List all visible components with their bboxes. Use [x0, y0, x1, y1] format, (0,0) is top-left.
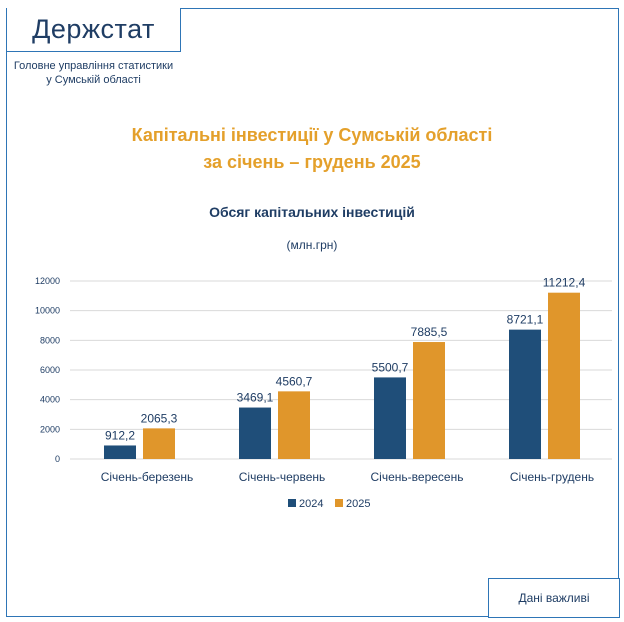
data-label: 8721,1	[507, 313, 544, 327]
legend-marker-2024	[288, 499, 296, 507]
legend-label: 2025	[346, 498, 370, 510]
x-tick-label: Січень-березень	[101, 470, 194, 484]
y-tick-label: 6000	[40, 365, 60, 375]
org-line-2: у Сумській області	[46, 74, 141, 86]
data-label: 2065,3	[141, 411, 178, 425]
data-label: 4560,7	[276, 374, 313, 388]
legend-label: 2024	[299, 498, 323, 510]
data-label: 11212,4	[543, 276, 586, 290]
bar-2024	[239, 407, 271, 459]
data-label: 7885,5	[411, 325, 448, 339]
bar-2025	[413, 342, 445, 459]
y-tick-label: 8000	[40, 335, 60, 345]
org-line-1: Головне управління статистики	[13, 60, 174, 72]
logo: Держстат	[6, 8, 181, 52]
chart-title: Обсяг капітальних інвестицій	[209, 204, 415, 220]
bar-2025	[278, 391, 310, 459]
x-tick-label: Січень-червень	[239, 470, 326, 484]
page-frame	[6, 8, 619, 617]
data-important-button[interactable]: Дані важливі	[488, 578, 620, 618]
data-label: 912,2	[105, 428, 135, 442]
top-border	[181, 8, 619, 9]
x-tick-label: Січень-вересень	[371, 470, 464, 484]
bar-2025	[143, 428, 175, 459]
title-line-2: за січень – грудень 2025	[203, 152, 421, 172]
bar-2024	[509, 329, 541, 459]
x-tick-label: Січень-грудень	[510, 470, 594, 484]
data-label: 5500,7	[372, 360, 409, 374]
chart-unit: (млн.грн)	[286, 238, 338, 252]
y-tick-label: 2000	[40, 424, 60, 434]
organization-name: Головне управління статистики у Сумській …	[6, 59, 181, 87]
y-tick-label: 4000	[40, 395, 60, 405]
y-tick-label: 0	[55, 454, 60, 464]
page-title: Капітальні інвестиції у Сумській області…	[0, 122, 624, 176]
title-line-1: Капітальні інвестиції у Сумській області	[131, 125, 493, 145]
legend-marker-2025	[335, 499, 343, 507]
bar-2025	[548, 292, 580, 459]
y-tick-label: 10000	[35, 306, 60, 316]
data-label: 3469,1	[237, 391, 274, 405]
bar-2024	[104, 445, 136, 459]
y-tick-label: 12000	[35, 276, 60, 286]
bar-2024	[374, 377, 406, 459]
